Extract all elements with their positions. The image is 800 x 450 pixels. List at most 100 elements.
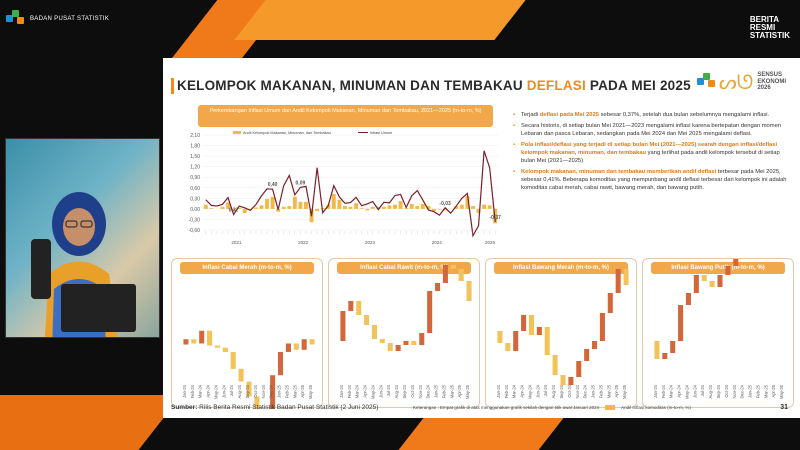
x-tick-label: Sep-24 (559, 384, 564, 398)
bullet-list: Terjadi deflasi pada Mei 2025 sebesar 0,… (513, 111, 793, 195)
bar (246, 381, 252, 397)
x-tick-label: Aug-24 (708, 384, 713, 398)
x-tick-label: Jun-24 (221, 384, 226, 397)
bar (427, 291, 433, 333)
bar (293, 343, 299, 350)
legend-label: Inflasi Umum (370, 131, 392, 135)
bar (203, 204, 208, 209)
bar (568, 377, 574, 385)
x-tick-label: Oct-24 (410, 384, 415, 397)
bar (403, 341, 409, 345)
x-tick-label: Jan-25 (591, 384, 596, 397)
bar (476, 208, 481, 214)
bar (471, 206, 475, 209)
main-chart-svg: 2,10 1,80 1,50 1,20 0,90 0,60 0,30 0,00 -0,30 -0,… (189, 131, 502, 245)
bar (701, 275, 707, 281)
bar (693, 275, 699, 293)
bar (226, 202, 230, 209)
x-tick-label: Jan-24 (653, 384, 658, 397)
x-tick-label: Jul-24 (700, 384, 705, 396)
x-tick-label: May-25 (779, 384, 784, 399)
x-tick-label: Feb-24 (504, 384, 509, 398)
source-label: Sumber: (171, 404, 198, 411)
x-tick-label: Feb-24 (190, 384, 195, 398)
data-label: -0,03 (439, 201, 451, 207)
bar (337, 199, 342, 209)
bar (270, 375, 276, 409)
main-chart-title: Perkembangan Inflasi Umum dan Andil Kelo… (198, 105, 493, 127)
bar (371, 325, 377, 339)
x-tick-label: Mar-24 (355, 384, 360, 398)
chart-title: Inflasi Cabai Merah (m-to-m, %) (180, 262, 314, 274)
slide-title-main: KELOMPOK MAKANAN, MINUMAN DAN TEMBAKAU (177, 78, 527, 93)
x-tick-label: Mar-25 (606, 384, 611, 398)
page-number: 31 (780, 404, 788, 411)
x-tick-label: Apr-25 (457, 384, 462, 397)
bullet-text: sebesar 0,37%, setelah dua bulan sebelum… (598, 112, 770, 118)
x-tick-label: Sep-24 (402, 384, 407, 398)
bar (259, 205, 264, 209)
bar (678, 305, 684, 341)
presenter-video (5, 138, 160, 338)
x-tick-label: May-25 (308, 384, 313, 399)
data-label: -0,37 (490, 215, 502, 221)
bar (662, 353, 668, 359)
bar (419, 333, 425, 345)
year-label: 2021 (231, 240, 242, 245)
bar (191, 339, 197, 344)
bar (364, 315, 370, 325)
y-tick-label: 1,80 (190, 144, 200, 150)
chart-title: Inflasi Cabai Rawit (m-to-m, %) (337, 262, 471, 274)
bawang-putih-svg: Jan-24 Feb-24 Mar-24 Apr-24 May-24 Jun-24 Jul-… (653, 259, 784, 399)
legend-note: Keterangan : Empat grafik di atas menggu… (413, 405, 600, 410)
bar (237, 207, 242, 209)
year-label: 2024 (432, 240, 443, 245)
x-tick-label: Feb-25 (441, 384, 446, 398)
bar (505, 343, 511, 351)
legend-item: Andil Inflasi komoditas (m-to-m, %) (621, 405, 691, 410)
bar (285, 343, 291, 352)
x-tick-label: Jun-24 (378, 384, 383, 397)
legend-swatch (605, 405, 616, 410)
bar (331, 194, 336, 209)
bar (253, 207, 258, 209)
bar (230, 351, 236, 369)
bar (231, 208, 236, 211)
bar (214, 345, 220, 348)
bullet-text: terbesar pada Mei 2025, sebesar 0,41%. B… (521, 169, 787, 191)
bps-mark-icon (696, 73, 715, 91)
bar (454, 206, 459, 209)
chart-title: Inflasi Bawang Putih (m-to-m, %) (651, 262, 785, 274)
bar (685, 293, 691, 305)
slide-title: KELOMPOK MAKANAN, MINUMAN DAN TEMBAKAU D… (177, 78, 691, 93)
x-tick-label: Oct-24 (567, 384, 572, 397)
bar (287, 206, 292, 209)
x-tick-label: Nov-24 (261, 384, 266, 398)
y-tick-label: 1,20 (190, 165, 200, 171)
data-label: 0,09 (296, 180, 306, 186)
x-tick-label: Feb-25 (284, 384, 289, 398)
x-tick-label: Apr-25 (300, 384, 305, 397)
x-tick-label: Feb-24 (661, 384, 666, 398)
x-tick-label: Apr-25 (771, 384, 776, 397)
source-note: Sumber: Rilis Berita Resmi Statistik Bad… (171, 404, 378, 411)
bar (340, 311, 346, 341)
bar (466, 281, 472, 301)
x-tick-label: Mar-25 (292, 384, 297, 398)
bar (348, 301, 354, 311)
x-tick-label: May-25 (465, 384, 470, 399)
bullet-highlight: Pola inflasi/deflasi yang terjadi di set… (521, 142, 778, 156)
bar (222, 347, 228, 352)
x-tick-label: Oct-24 (253, 384, 258, 397)
bar (458, 269, 464, 281)
x-tick-label: Aug-24 (394, 384, 399, 398)
x-tick-label: Dec-24 (740, 384, 745, 398)
brs-logo: BERITA RESMI STATISTIK (750, 16, 790, 40)
year-label: 2025 (485, 240, 496, 245)
x-tick-label: Sep-24 (245, 384, 250, 398)
legend-label: Andil Kelompok Makanan, Minuman, dan Tem… (243, 131, 331, 135)
x-tick-label: Mar-25 (763, 384, 768, 398)
bar (482, 204, 487, 209)
bar (487, 205, 492, 209)
x-tick-label: May-24 (370, 384, 375, 399)
